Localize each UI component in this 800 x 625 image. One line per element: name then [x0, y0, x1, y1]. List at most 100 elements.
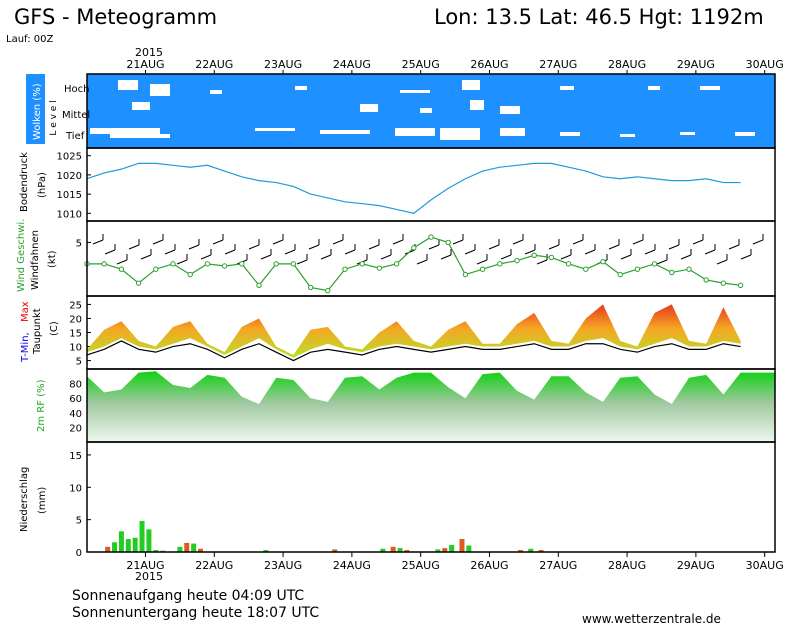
precip-bar [390, 546, 396, 552]
pressure-ylabel: Bodendruck [19, 152, 30, 212]
wind-barb [572, 239, 584, 245]
wind-series [84, 234, 744, 294]
precip-bar [177, 546, 183, 552]
wind-barbs [92, 234, 764, 265]
wind-barb [752, 239, 764, 245]
precip-series [105, 520, 544, 552]
wind-barb [560, 254, 572, 260]
cloud-gap [395, 128, 435, 136]
wind-barb [164, 249, 176, 255]
cloud-ylabel: Wolken (%) [32, 83, 43, 140]
date-label-bottom: 23AUG [264, 559, 302, 572]
temp-series [86, 304, 741, 362]
date-label-top: 21AUG [126, 58, 164, 71]
precip-bar [442, 548, 448, 552]
temp-unit: (C) [49, 321, 60, 336]
date-label-top: 24AUG [333, 58, 371, 71]
wind-barb [272, 239, 284, 245]
wind-barb [620, 254, 632, 260]
wind-speed-point [428, 234, 434, 240]
precip-bar [184, 542, 190, 552]
cloud-gap [400, 90, 430, 93]
wind-barb [536, 259, 548, 265]
wind-speed-point [153, 266, 159, 272]
wind-speed-point [617, 271, 623, 278]
tmax-label: Max [20, 301, 31, 322]
date-label-top: 30AUG [746, 58, 784, 71]
precip-bar [517, 550, 523, 552]
wind-barb [284, 249, 296, 255]
wind-barb [92, 239, 104, 245]
wind-speed-point [479, 266, 486, 272]
precip-tick-label: 10 [69, 483, 82, 494]
wind-panel: Wind Geschwi. Windfahnen (kt) 5 [16, 219, 764, 294]
wind-speed-point [703, 277, 709, 283]
date-label-bottom: 21AUG [126, 559, 164, 572]
wind-speed-point [497, 261, 503, 267]
panel-frame-2 [86, 220, 776, 297]
wind-speed-point [565, 261, 572, 267]
precip-tick-label: 0 [76, 548, 82, 559]
date-label-bottom: 25AUG [402, 559, 440, 572]
wind-ticks: 5 [76, 238, 91, 249]
dewpoint-label: Taupunkt [32, 308, 43, 355]
precip-bar [118, 531, 124, 552]
pressure-series [86, 162, 741, 214]
precip-bar [132, 537, 138, 552]
cloud-level-mid: Mittel [62, 110, 90, 121]
wind-barb [176, 259, 188, 265]
precip-unit: (mm) [37, 487, 48, 514]
wind-speed-point [445, 239, 451, 246]
website-link[interactable]: www.wetterzentrale.de [582, 612, 721, 625]
wind-speed-point [720, 280, 727, 286]
wind-barb [248, 244, 260, 250]
wind-speed-point [256, 282, 262, 288]
wind-barb [332, 239, 344, 245]
cloud-gap [255, 128, 295, 131]
precip-bar [125, 539, 131, 552]
date-label-bottom: 26AUG [470, 559, 508, 572]
pressure-panel: Bodendruck (hPa) 1025 1020 1015 1010 [19, 152, 741, 220]
cloud-gap [700, 86, 720, 90]
page-title: GFS - Meteogramm [14, 5, 217, 29]
rh-tick-label: 80 [69, 380, 82, 391]
cloud-gap [560, 86, 574, 90]
cloud-panel: Wolken (%) L e v e l Hoch Mittel Tief [26, 74, 775, 148]
wind-barb [116, 259, 128, 265]
date-label-bottom: 24AUG [333, 559, 371, 572]
temp-range-area [87, 304, 741, 358]
wind-speed-point [462, 271, 469, 278]
precip-bar [466, 545, 472, 552]
wind-speed-point [514, 257, 520, 264]
precip-bar [263, 550, 269, 552]
temp-ticks: 25 20 15 10 5 [69, 300, 91, 368]
wind-barb [728, 244, 740, 250]
cloud-gap [150, 84, 170, 96]
wind-barb [152, 239, 164, 245]
cloud-gap [90, 128, 160, 134]
wind-speed-point [393, 261, 400, 267]
cloud-gap [420, 108, 432, 113]
wind-barb [392, 239, 404, 245]
wind-speed-point [531, 252, 537, 258]
precip-bar [139, 520, 145, 552]
wind-speed-point [376, 265, 383, 271]
wind-barb [344, 249, 356, 255]
cloud-gap [735, 132, 755, 136]
precip-bar [112, 542, 118, 552]
year-label-top: 2015 [135, 46, 163, 59]
wind-barb [668, 244, 680, 250]
precip-bar [332, 549, 338, 552]
cloud-gap [110, 134, 170, 138]
wind-barb [308, 244, 320, 250]
cloud-gap [462, 80, 480, 90]
wind-speed-point [204, 261, 211, 267]
cloud-level-low: Tief [65, 131, 85, 142]
day-gridlines [144, 70, 766, 557]
cloud-gap [500, 128, 525, 136]
wind-speed-point [411, 245, 417, 251]
precip-bar [105, 546, 111, 552]
wind-barb [428, 244, 440, 250]
cloud-gap [440, 128, 480, 140]
wind-barb [476, 259, 488, 265]
